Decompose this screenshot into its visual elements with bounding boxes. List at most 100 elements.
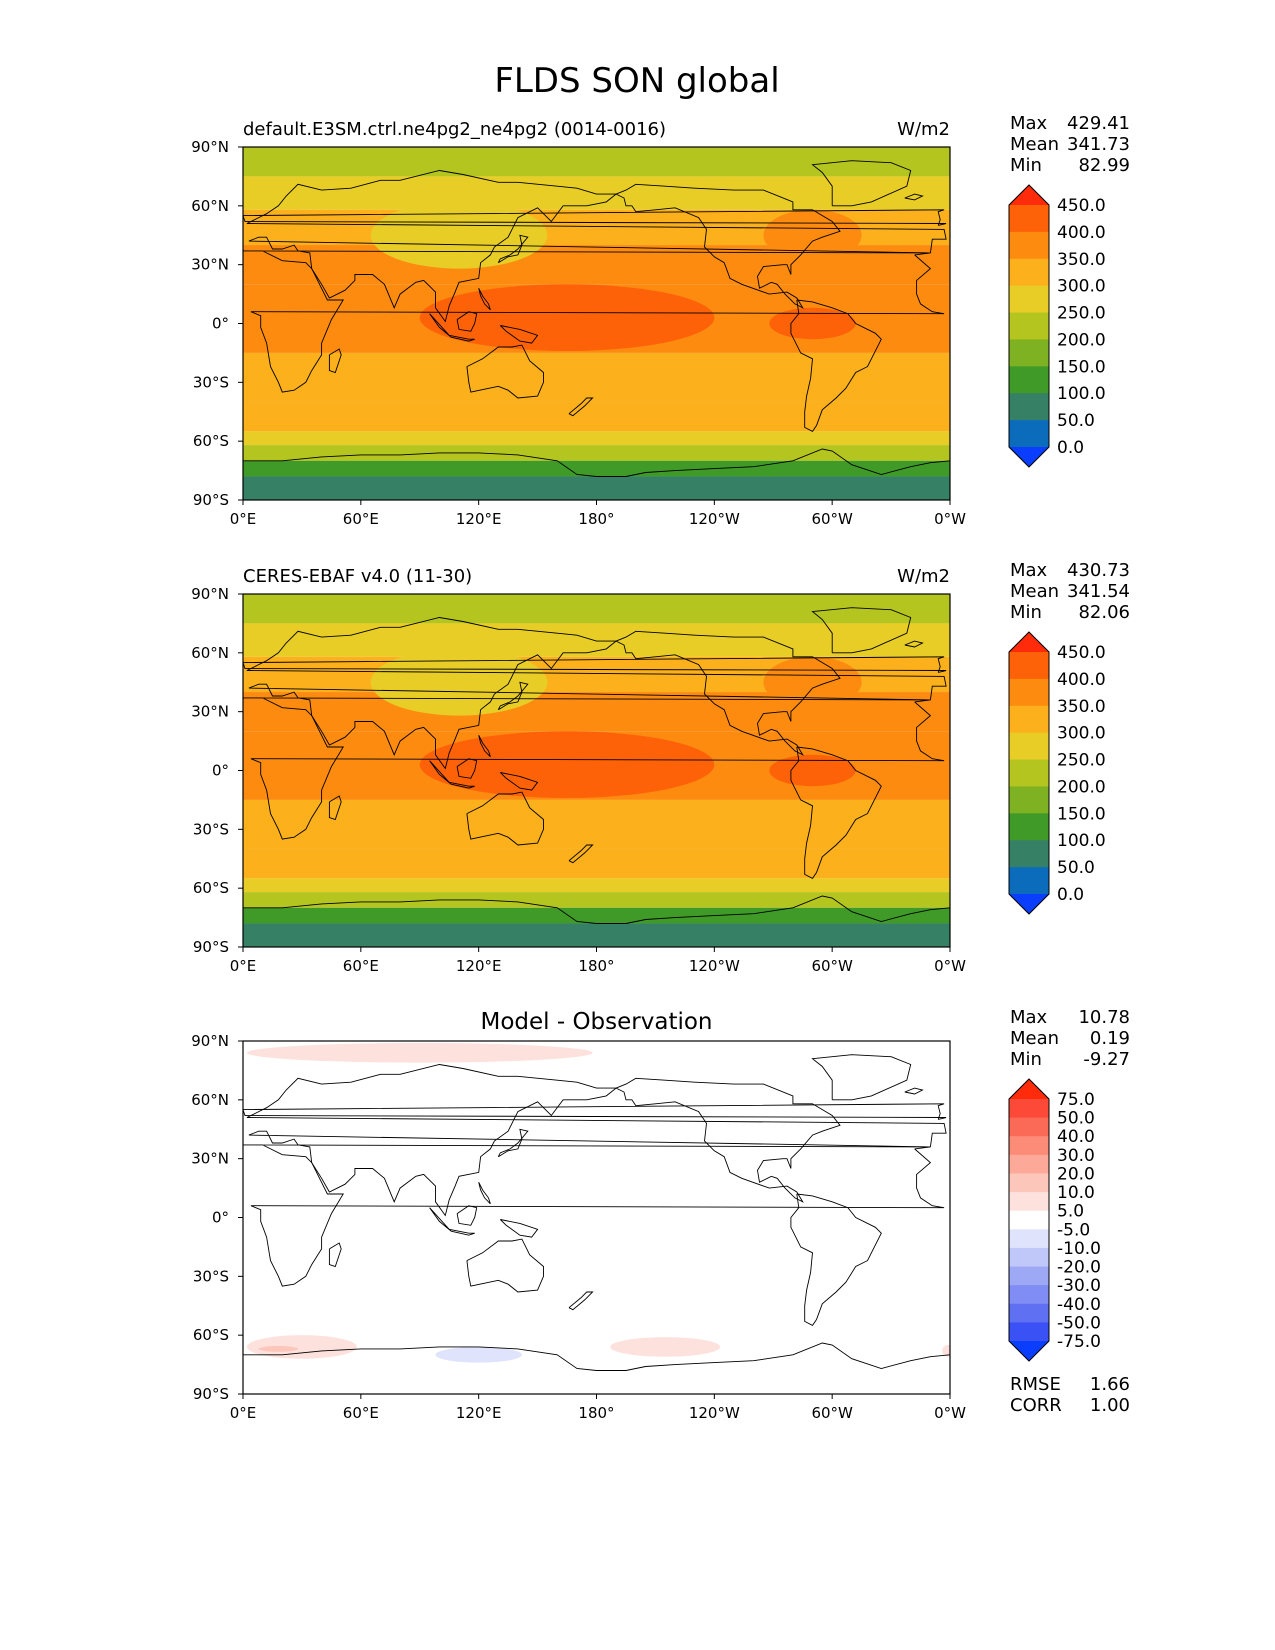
stat-value-min: -9.27: [1083, 1049, 1130, 1070]
x-tick-label: 120°E: [456, 1404, 502, 1422]
colorbar-extend-top: [1009, 185, 1049, 205]
field-patch-0: [246, 1042, 593, 1063]
colorbar-tick-label: -50.0: [1057, 1313, 1101, 1333]
colorbar: 75.050.040.030.020.010.05.0-5.0-10.0-20.…: [1008, 1078, 1101, 1362]
coastline-6: [243, 895, 950, 924]
lat-band-7: [243, 431, 950, 446]
x-tick-label: 60°E: [343, 1404, 379, 1422]
x-tick-label: 0°W: [934, 510, 966, 528]
stat-label-mean: Mean: [1010, 581, 1059, 602]
y-tick-label: 30°N: [191, 703, 229, 721]
coastline-13: [328, 795, 342, 821]
x-tick-label: 60°W: [811, 1404, 853, 1422]
colorbar-swatch: [1009, 1154, 1049, 1174]
coastline-13: [328, 348, 342, 374]
y-tick-label: 30°N: [191, 256, 229, 274]
colorbar-swatch: [1009, 1322, 1049, 1342]
stat-label-max: Max: [1010, 560, 1048, 581]
lat-band-1: [243, 176, 950, 210]
coastline-7: [429, 760, 475, 789]
coastline-11: [243, 656, 947, 673]
y-tick-label: 30°N: [191, 1150, 229, 1168]
stat-value-rmse: 1.66: [1090, 1374, 1130, 1395]
y-tick-label: 90°S: [193, 938, 229, 956]
y-tick-label: 90°N: [191, 138, 229, 156]
colorbar-swatch: [1009, 258, 1049, 287]
y-tick-label: 60°S: [193, 432, 229, 450]
y-tick-label: 90°S: [193, 1385, 229, 1403]
stat-value-corr: 1.00: [1090, 1395, 1130, 1416]
coastline-10: [497, 681, 529, 711]
colorbar-tick-label: -20.0: [1057, 1258, 1101, 1278]
y-tick-label: 30°S: [193, 820, 229, 838]
x-tick-label: 0°E: [230, 510, 257, 528]
colorbar-swatch: [1009, 732, 1049, 761]
coastline-1: [246, 617, 947, 770]
x-tick-label: 60°W: [811, 510, 853, 528]
colorbar-swatch: [1009, 1117, 1049, 1137]
panel-units: W/m2: [897, 566, 950, 587]
coastlines: [243, 1054, 950, 1371]
coastline-4: [466, 1238, 544, 1293]
figure-title: FLDS SON global: [494, 61, 779, 101]
colorbar-tick-label: 200.0: [1057, 777, 1106, 797]
coastline-8: [456, 311, 478, 332]
coastline-14: [904, 1087, 924, 1095]
stat-value-mean: 341.54: [1067, 581, 1130, 602]
colorbar-outline: [1008, 184, 1050, 468]
stat-label-max: Max: [1010, 113, 1048, 134]
x-tick-label: 120°E: [456, 957, 502, 975]
colorbar-outline: [1008, 631, 1050, 915]
colorbar-tick-label: 400.0: [1057, 223, 1106, 243]
x-tick-label: 0°E: [230, 1404, 257, 1422]
lat-band-9: [243, 460, 950, 477]
colorbar-swatch: [1009, 1099, 1049, 1119]
x-tick-label: 180°: [578, 1404, 614, 1422]
colorbar-tick-label: 0.0: [1057, 438, 1084, 458]
stat-value-max: 10.78: [1078, 1007, 1130, 1028]
coastline-14: [904, 193, 924, 201]
colorbar-tick-label: 450.0: [1057, 196, 1106, 216]
colorbar-tick-label: 150.0: [1057, 804, 1106, 824]
colorbar-extend-bottom: [1009, 1341, 1049, 1361]
colorbar-tick-label: -30.0: [1057, 1276, 1101, 1296]
colorbar-tick-label: 150.0: [1057, 357, 1106, 377]
panel-left-title: CERES-EBAF v4.0 (11-30): [243, 566, 472, 587]
lat-band-5: [243, 799, 950, 849]
colorbar-swatch: [1009, 312, 1049, 340]
field-patch-0: [419, 731, 715, 798]
colorbar-tick-label: 100.0: [1057, 384, 1106, 404]
stat-value-min: 82.99: [1078, 155, 1130, 176]
colorbar-extend-bottom: [1009, 894, 1049, 914]
lat-band-5: [243, 352, 950, 402]
field-model: [243, 147, 950, 500]
y-tick-label: 60°N: [191, 644, 229, 662]
y-tick-label: 0°: [212, 1209, 229, 1227]
colorbar-swatch: [1009, 205, 1049, 233]
colorbar-tick-label: -40.0: [1057, 1295, 1101, 1315]
colorbar-swatch: [1009, 1192, 1049, 1212]
colorbar-swatch: [1009, 1266, 1049, 1286]
field-patch-5: [942, 1344, 950, 1357]
coastline-10: [497, 234, 529, 264]
coastline-8: [456, 1205, 478, 1226]
colorbar-tick-label: 75.0: [1057, 1090, 1095, 1110]
y-tick-label: 90°N: [191, 1032, 229, 1050]
colorbar-swatch: [1009, 1247, 1049, 1268]
colorbar-tick-label: 450.0: [1057, 643, 1106, 663]
x-tick-label: 0°W: [934, 1404, 966, 1422]
stat-label-mean: Mean: [1010, 134, 1059, 155]
colorbar: 450.0 400.0 350.0 300.0 250.0 200.0 150.0 100.0…: [1008, 631, 1106, 915]
x-tick-label: 0°W: [934, 957, 966, 975]
colorbar-tick-label: 40.0: [1057, 1127, 1095, 1147]
coastline-9: [499, 772, 539, 791]
coastline-3: [790, 1193, 882, 1326]
y-tick-label: 90°S: [193, 491, 229, 509]
colorbar-tick-label: 250.0: [1057, 304, 1106, 324]
colorbar-tick-label: 400.0: [1057, 670, 1106, 690]
stat-label-min: Min: [1010, 602, 1042, 623]
stat-value-mean: 0.19: [1090, 1028, 1130, 1049]
x-tick-label: 120°E: [456, 510, 502, 528]
lat-band-7: [243, 878, 950, 893]
lat-band-0: [243, 147, 950, 177]
